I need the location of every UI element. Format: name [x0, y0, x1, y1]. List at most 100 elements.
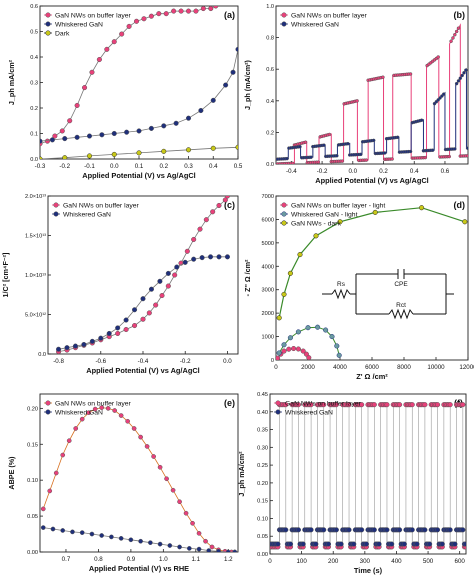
data-point: [371, 402, 377, 408]
data-point: [414, 541, 420, 547]
data-point: [333, 402, 339, 408]
data-point: [99, 132, 105, 138]
data-point: [224, 196, 230, 199]
data-point: [111, 151, 117, 157]
y-tick-label: 0.6: [30, 4, 38, 10]
y-tick-label: 5.0×10¹²: [25, 313, 46, 319]
data-point: [376, 541, 382, 547]
data-point: [182, 259, 188, 265]
legend-marker: [281, 220, 287, 226]
x-tick-label: 1.2: [224, 556, 233, 563]
data-point: [306, 355, 312, 360]
legend-label: Whiskered GaN: [55, 409, 103, 416]
legend-marker: [45, 400, 51, 406]
legend-marker: [45, 21, 51, 27]
data-point: [96, 57, 102, 63]
series-1: [276, 324, 342, 358]
data-point: [136, 128, 142, 134]
data-point: [295, 346, 301, 352]
x-tick-label: -0.3: [35, 163, 46, 170]
data-point: [132, 323, 138, 329]
y-tick-label: 6000: [262, 217, 274, 223]
data-point: [430, 148, 435, 152]
data-point: [462, 219, 468, 225]
data-point: [281, 342, 287, 348]
y-axis-label: J_ph (mA/cm²): [243, 59, 252, 110]
legend-label: GaN NWs on buffer layer: [55, 400, 132, 407]
y-tick-label: 0.15: [27, 442, 38, 448]
data-point: [275, 541, 281, 547]
x-tick-label: 1.0: [159, 556, 168, 563]
data-point: [119, 31, 125, 37]
data-point: [123, 326, 129, 333]
data-point: [460, 402, 466, 408]
data-point: [225, 549, 231, 552]
data-point: [208, 6, 214, 12]
data-point: [157, 541, 163, 547]
x-tick-label: 0.2: [379, 168, 388, 175]
data-point: [224, 254, 230, 260]
data-point: [210, 97, 216, 103]
series-0: [270, 402, 466, 550]
y-tick-label: 0.00: [27, 550, 38, 556]
data-point: [222, 197, 228, 203]
data-point: [389, 541, 395, 547]
y-tick-label: 0.15: [257, 499, 268, 505]
data-point: [190, 520, 195, 526]
data-point: [140, 316, 146, 322]
data-point: [322, 143, 326, 147]
x-tick-label: -0.2: [317, 168, 328, 175]
y-tick-label: 0.10: [257, 516, 268, 522]
data-point: [465, 154, 468, 158]
data-point: [111, 39, 117, 45]
data-point: [323, 327, 329, 333]
x-tick-label: 600: [455, 558, 466, 565]
legend-marker: [45, 12, 51, 18]
data-point: [174, 264, 180, 270]
data-point: [40, 506, 46, 512]
data-point: [138, 434, 143, 440]
plot-frame: [47, 195, 239, 355]
y-tick-label: 1000: [262, 335, 274, 341]
data-point: [300, 348, 306, 354]
legend-marker: [45, 30, 51, 36]
legend-label: Whiskered GaN: [285, 409, 333, 416]
x-tick-label: 200: [328, 558, 339, 565]
data-point: [337, 219, 343, 225]
data-point: [384, 402, 390, 408]
y-tick-label: 0.4: [30, 55, 38, 61]
y-tick-label: 7000: [262, 194, 274, 200]
data-point: [74, 102, 80, 108]
data-point: [49, 137, 55, 143]
data-point: [161, 148, 167, 154]
panel-e: 0.7 0.8 0.9 1.0 1.1 1.2 0.00 0.05 0.10 0.15 0.20 Ap…: [7, 393, 239, 573]
data-point: [148, 13, 154, 19]
data-point: [371, 527, 377, 533]
x-tick-label: -0.6: [95, 358, 106, 365]
data-point: [206, 548, 212, 552]
plot-frame: [39, 393, 239, 553]
data-point: [106, 330, 112, 337]
data-point: [329, 334, 335, 340]
data-point: [427, 541, 433, 547]
x-tick-label: 0.0: [348, 168, 357, 175]
resistor-rct: [388, 308, 414, 320]
series-line: [58, 256, 228, 350]
legend-marker: [281, 211, 287, 217]
panel-label: (e): [224, 398, 235, 408]
data-point: [105, 406, 111, 411]
data-point: [321, 402, 327, 408]
data-point: [124, 129, 130, 135]
data-point: [177, 499, 182, 505]
y-tick-label: 0.05: [257, 534, 268, 540]
data-point: [86, 153, 93, 159]
data-point: [359, 527, 365, 533]
legend-label: GaN NWs on buffer layer: [285, 400, 362, 407]
y-tick-label: 0.0: [266, 162, 274, 168]
data-point: [198, 108, 204, 114]
data-point: [281, 291, 287, 297]
data-point: [364, 158, 369, 162]
data-point: [295, 402, 302, 408]
legend-marker: [281, 21, 287, 27]
equivalent-circuit: Rs CPE Rct: [322, 269, 454, 320]
